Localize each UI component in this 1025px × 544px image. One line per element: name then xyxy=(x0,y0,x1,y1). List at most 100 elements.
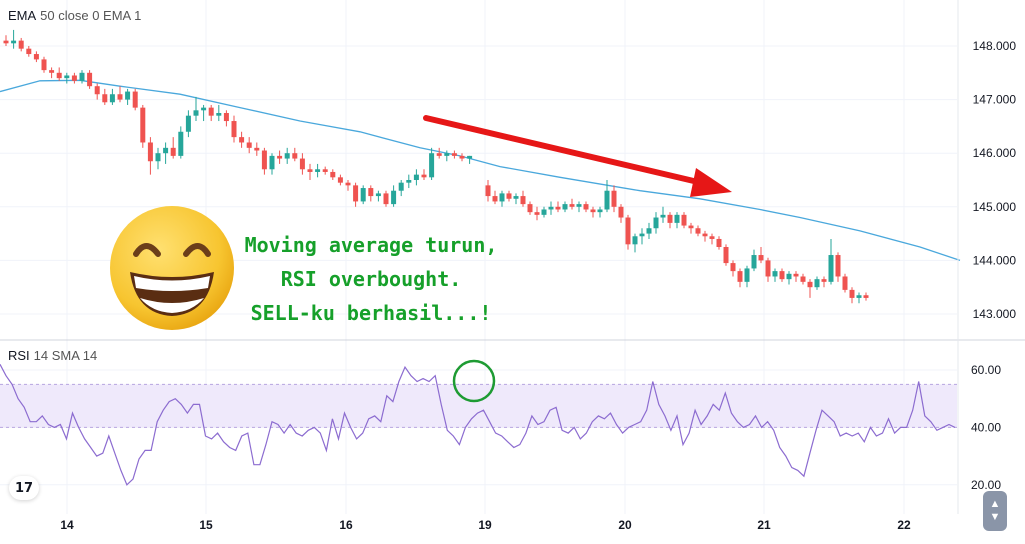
candle-body xyxy=(492,196,498,202)
candle-body xyxy=(576,204,582,207)
candle-body xyxy=(562,204,568,210)
candle-body xyxy=(807,281,813,288)
time-tick-label: 16 xyxy=(339,518,353,532)
rsi-line xyxy=(0,364,956,486)
candle-body xyxy=(800,276,806,282)
candle-body xyxy=(716,238,722,247)
time-tick-label: 15 xyxy=(199,518,213,532)
scale-scroll-button[interactable]: ▲ ▼ xyxy=(983,491,1007,531)
candle-body xyxy=(737,271,743,282)
candle-body xyxy=(284,153,290,159)
candle-body xyxy=(353,185,359,202)
candle-body xyxy=(315,169,321,172)
candle-body xyxy=(216,113,222,116)
candle-body xyxy=(64,75,70,79)
candle-body xyxy=(660,214,666,218)
candle-body xyxy=(87,72,93,87)
candle-body xyxy=(765,260,771,277)
candle-body xyxy=(163,147,169,154)
price-tick-label: 147.000 xyxy=(973,93,1017,107)
candle-body xyxy=(611,190,617,207)
candle-body xyxy=(269,155,275,170)
candle-body xyxy=(653,217,659,229)
candle-body xyxy=(117,94,123,100)
candle-body xyxy=(681,214,687,226)
candle-body xyxy=(254,147,260,151)
candle-body xyxy=(231,121,237,138)
candle-body xyxy=(201,107,207,111)
price-axis: 148.000 147.000 146.000 145.000 144.000 143.0… xyxy=(973,39,1017,321)
candle-body xyxy=(125,91,131,100)
candle-body xyxy=(246,142,252,148)
candle-body xyxy=(702,233,708,237)
candle-body xyxy=(406,180,412,183)
candle-body xyxy=(41,59,47,71)
time-tick-label: 20 xyxy=(618,518,632,532)
candle-body xyxy=(618,206,624,218)
time-axis: 14 15 16 19 20 21 22 xyxy=(60,518,911,532)
candle-body xyxy=(688,225,694,229)
candle-body xyxy=(548,206,554,210)
candle-body xyxy=(583,204,589,210)
candle-body xyxy=(730,263,736,272)
rsi-tick-label: 40.00 xyxy=(971,420,1001,434)
candle-body xyxy=(835,255,841,277)
time-tick-label: 21 xyxy=(757,518,771,532)
candle-body xyxy=(513,196,519,199)
rsi-legend-params: 14 SMA 14 xyxy=(33,348,98,363)
candle-body xyxy=(842,276,848,290)
annotation-caption: Moving average turun, RSI overbought. SE… xyxy=(236,228,506,330)
candle-body xyxy=(527,204,533,213)
tradingview-logo-icon[interactable]: 17 xyxy=(9,476,39,500)
candle-body xyxy=(597,209,603,213)
candle-body xyxy=(375,193,381,197)
candle-body xyxy=(56,72,62,79)
price-tick-label: 146.000 xyxy=(973,146,1017,160)
caption-line-1: Moving average turun, xyxy=(244,233,498,257)
candle-body xyxy=(345,182,351,186)
candle-body xyxy=(147,142,153,162)
candle-body xyxy=(223,113,229,122)
grinning-emoji-icon xyxy=(110,206,234,330)
candle-body xyxy=(709,236,715,239)
candle-body xyxy=(772,271,778,277)
candle-body xyxy=(436,153,442,156)
candle-body xyxy=(94,86,100,95)
candle-body xyxy=(863,295,869,298)
candle-body xyxy=(102,94,108,103)
candle-body xyxy=(292,153,298,159)
candle-body xyxy=(695,228,701,234)
candle-body xyxy=(555,206,561,210)
candle-body xyxy=(421,174,427,178)
caption-line-3: SELL-ku berhasil...! xyxy=(250,301,492,325)
candle-body xyxy=(79,72,85,81)
rsi-legend-name: RSI xyxy=(8,348,30,363)
candle-body xyxy=(779,271,785,280)
candle-body xyxy=(849,289,855,298)
candle-body xyxy=(828,255,834,282)
candle-body xyxy=(109,94,115,103)
candle-body xyxy=(330,171,336,178)
candle-body xyxy=(337,177,343,183)
candle-body xyxy=(569,204,575,207)
candle-body xyxy=(758,255,764,261)
price-tick-label: 145.000 xyxy=(973,200,1017,214)
candles xyxy=(3,29,869,304)
candle-body xyxy=(723,247,729,264)
time-tick-label: 22 xyxy=(897,518,911,532)
candle-body xyxy=(132,91,138,108)
rsi-tick-label: 60.00 xyxy=(971,363,1001,377)
chevron-up-icon: ▲ xyxy=(989,498,1001,510)
candle-body xyxy=(541,209,547,215)
trend-arrow xyxy=(423,115,732,197)
overbought-circle xyxy=(452,359,496,403)
candle-body xyxy=(674,214,680,223)
candle-body xyxy=(413,174,419,180)
candle-body xyxy=(185,115,191,132)
candle-body xyxy=(299,158,305,170)
candle-body xyxy=(485,185,491,197)
rsi-legend: RSI 14 SMA 14 xyxy=(8,348,97,363)
candle-body xyxy=(534,212,540,215)
